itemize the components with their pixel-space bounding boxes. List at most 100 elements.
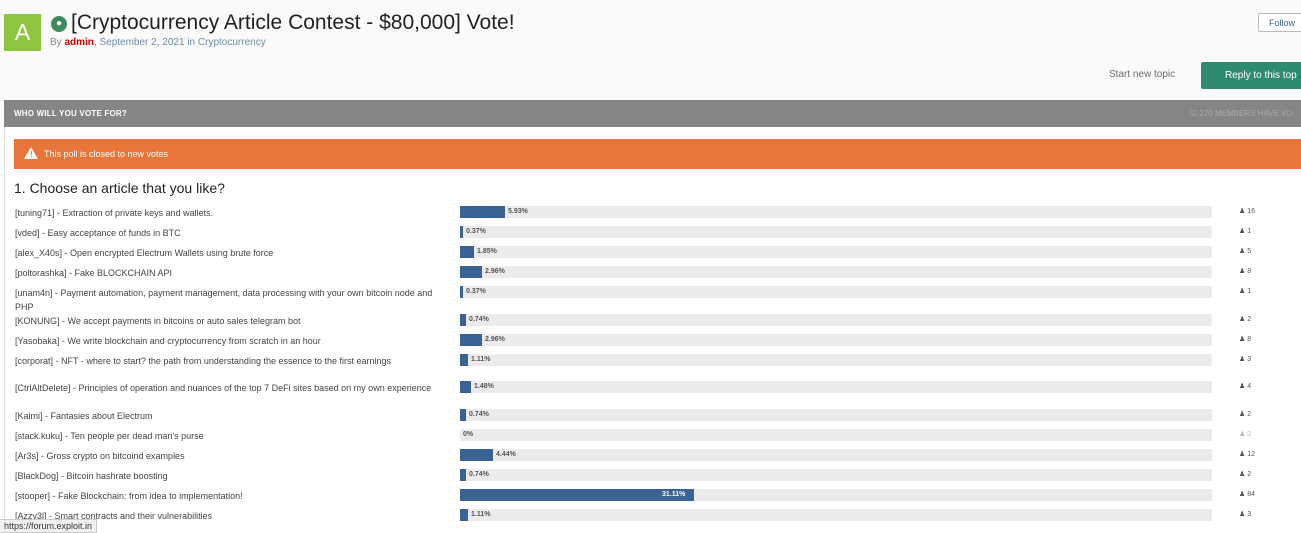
choice-percent: 1.48% xyxy=(474,383,494,390)
choice-label: [poltorashka] - Fake BLOCKCHAIN API xyxy=(15,268,173,278)
follow-button[interactable]: Follow xyxy=(1258,13,1301,32)
vote-number: 12 xyxy=(1247,451,1256,458)
choice-vote-count: ♟ 12 xyxy=(1239,450,1255,458)
vote-number: 16 xyxy=(1247,208,1256,215)
user-icon: ♟ xyxy=(1239,451,1246,458)
choice-percent: 31.11% xyxy=(662,491,686,498)
choice-percent: 1.85% xyxy=(477,248,497,255)
choice-bar-fill xyxy=(460,469,466,481)
vote-number: 84 xyxy=(1247,491,1256,498)
choice-bar-track: 0% xyxy=(460,429,1212,441)
choice-label: [Azzy3l] - Smart contracts and their vul… xyxy=(15,511,213,521)
vote-number: 2 xyxy=(1247,471,1252,478)
members-voted-count: ☑ 270 MEMBERS HAVE VO xyxy=(1190,109,1293,118)
choice-bar-track: 1.48% xyxy=(460,381,1212,393)
choice-vote-count: ♟ 3 xyxy=(1239,510,1251,518)
choice-bar-track: 2.96% xyxy=(460,334,1212,346)
vote-number: 1 xyxy=(1247,228,1252,235)
choice-bar-fill xyxy=(460,354,468,366)
choice-bar-fill xyxy=(460,409,466,421)
warning-icon xyxy=(24,147,38,159)
user-icon: ♟ xyxy=(1239,316,1246,323)
vote-number: 3 xyxy=(1247,356,1252,363)
topic-date: September 2, 2021 xyxy=(99,37,185,48)
poll-closed-banner: ! This poll is closed to new votes xyxy=(14,139,1301,169)
choice-label: [Ar3s] - Gross crypto on bitcoind exampl… xyxy=(15,451,185,461)
choice-vote-count: ♟ 2 xyxy=(1239,315,1251,323)
user-icon: ♟ xyxy=(1239,383,1246,390)
choice-bar-fill xyxy=(460,489,694,501)
choice-label: [Kaimi] - Fantasies about Electrum xyxy=(15,411,153,421)
user-icon: ♟ xyxy=(1239,491,1246,498)
choice-percent: 0.74% xyxy=(469,411,489,418)
avatar[interactable]: A xyxy=(4,14,41,51)
choice-bar-fill xyxy=(460,334,482,346)
choice-label: [corporat] - NFT - where to start? the p… xyxy=(15,356,392,366)
status-bar-url: https://forum.exploit.in xyxy=(0,519,98,533)
poll-body xyxy=(4,127,1301,526)
choice-percent: 0.37% xyxy=(466,288,486,295)
choice-bar-fill xyxy=(460,314,466,326)
choice-bar-track: 4.44% xyxy=(460,449,1212,461)
forum-link[interactable]: Cryptocurrency xyxy=(197,37,266,48)
choice-vote-count: ♟ 8 xyxy=(1239,267,1251,275)
vote-number: 3 xyxy=(1247,511,1252,518)
choice-vote-count: ♟ 1 xyxy=(1239,227,1251,235)
vote-number: 2 xyxy=(1247,411,1252,418)
start-new-topic-link[interactable]: Start new topic xyxy=(1109,69,1176,80)
user-icon: ♟ xyxy=(1239,471,1246,478)
choice-percent: 1.11% xyxy=(471,511,491,518)
vote-number: 8 xyxy=(1247,268,1252,275)
choice-vote-count: ♟ 84 xyxy=(1239,490,1255,498)
topic-header xyxy=(0,0,1301,100)
choice-bar-track: 1.85% xyxy=(460,246,1212,258)
warning-icon-mark: ! xyxy=(30,150,33,159)
vote-number: 5 xyxy=(1247,248,1252,255)
choice-vote-count: ♟ 0 xyxy=(1239,430,1251,438)
choice-vote-count: ♟ 2 xyxy=(1239,410,1251,418)
reply-to-topic-button[interactable]: Reply to this top xyxy=(1201,62,1301,89)
vote-number: 8 xyxy=(1247,336,1252,343)
choice-label: [BlackDog] - Bitcoin hashrate boosting xyxy=(15,471,168,481)
choice-bar-fill xyxy=(460,226,463,238)
topic-meta: By admin, September 2, 2021 in Cryptocur… xyxy=(50,37,266,48)
choice-bar-fill xyxy=(460,381,471,393)
user-icon: ♟ xyxy=(1239,228,1246,235)
choice-bar-fill xyxy=(460,509,468,521)
choice-bar-track: 1.11% xyxy=(460,354,1212,366)
poll-header: WHO WILL YOU VOTE FOR? ☑ 270 MEMBERS HAV… xyxy=(4,100,1301,127)
choice-vote-count: ♟ 2 xyxy=(1239,470,1251,478)
choice-label: [CtrlAltDelete] - Principles of operatio… xyxy=(15,383,432,393)
choice-bar-track: 0.74% xyxy=(460,409,1212,421)
choice-percent: 1.11% xyxy=(471,356,491,363)
poll-question: 1. Choose an article that you like? xyxy=(14,180,225,196)
choice-bar-track: 0.74% xyxy=(460,314,1212,326)
choice-bar-fill xyxy=(460,246,474,258)
user-icon: ♟ xyxy=(1239,356,1246,363)
choice-vote-count: ♟ 8 xyxy=(1239,335,1251,343)
choice-bar-fill xyxy=(460,449,493,461)
choice-label: [tuning71] - Extraction of private keys … xyxy=(15,208,214,218)
choice-percent: 4.44% xyxy=(496,451,516,458)
choice-label: [Yasobaka] - We write blockchain and cry… xyxy=(15,336,321,346)
choice-vote-count: ♟ 1 xyxy=(1239,287,1251,295)
choice-bar-track: 1.11% xyxy=(460,509,1212,521)
user-icon: ♟ xyxy=(1239,248,1246,255)
choice-percent: 2.96% xyxy=(485,336,505,343)
user-icon: ♟ xyxy=(1239,411,1246,418)
choice-percent: 2.96% xyxy=(485,268,505,275)
in-label: in xyxy=(187,37,196,48)
choice-vote-count: ♟ 16 xyxy=(1239,207,1255,215)
choice-label: [unam4n] - Payment automation, payment m… xyxy=(15,288,433,312)
choice-percent: 0.37% xyxy=(466,228,486,235)
choice-bar-track: 5.93% xyxy=(460,206,1212,218)
choice-bar-track: 2.96% xyxy=(460,266,1212,278)
author-link[interactable]: admin xyxy=(64,37,94,48)
choice-label: [vded] - Easy acceptance of funds in BTC xyxy=(15,228,181,238)
user-icon: ♟ xyxy=(1239,511,1246,518)
topic-title: [Cryptocurrency Article Contest - $80,00… xyxy=(71,11,515,34)
choice-percent: 0.74% xyxy=(469,316,489,323)
choice-vote-count: ♟ 3 xyxy=(1239,355,1251,363)
choice-bar-track: 0.74% xyxy=(460,469,1212,481)
choice-vote-count: ♟ 5 xyxy=(1239,247,1251,255)
